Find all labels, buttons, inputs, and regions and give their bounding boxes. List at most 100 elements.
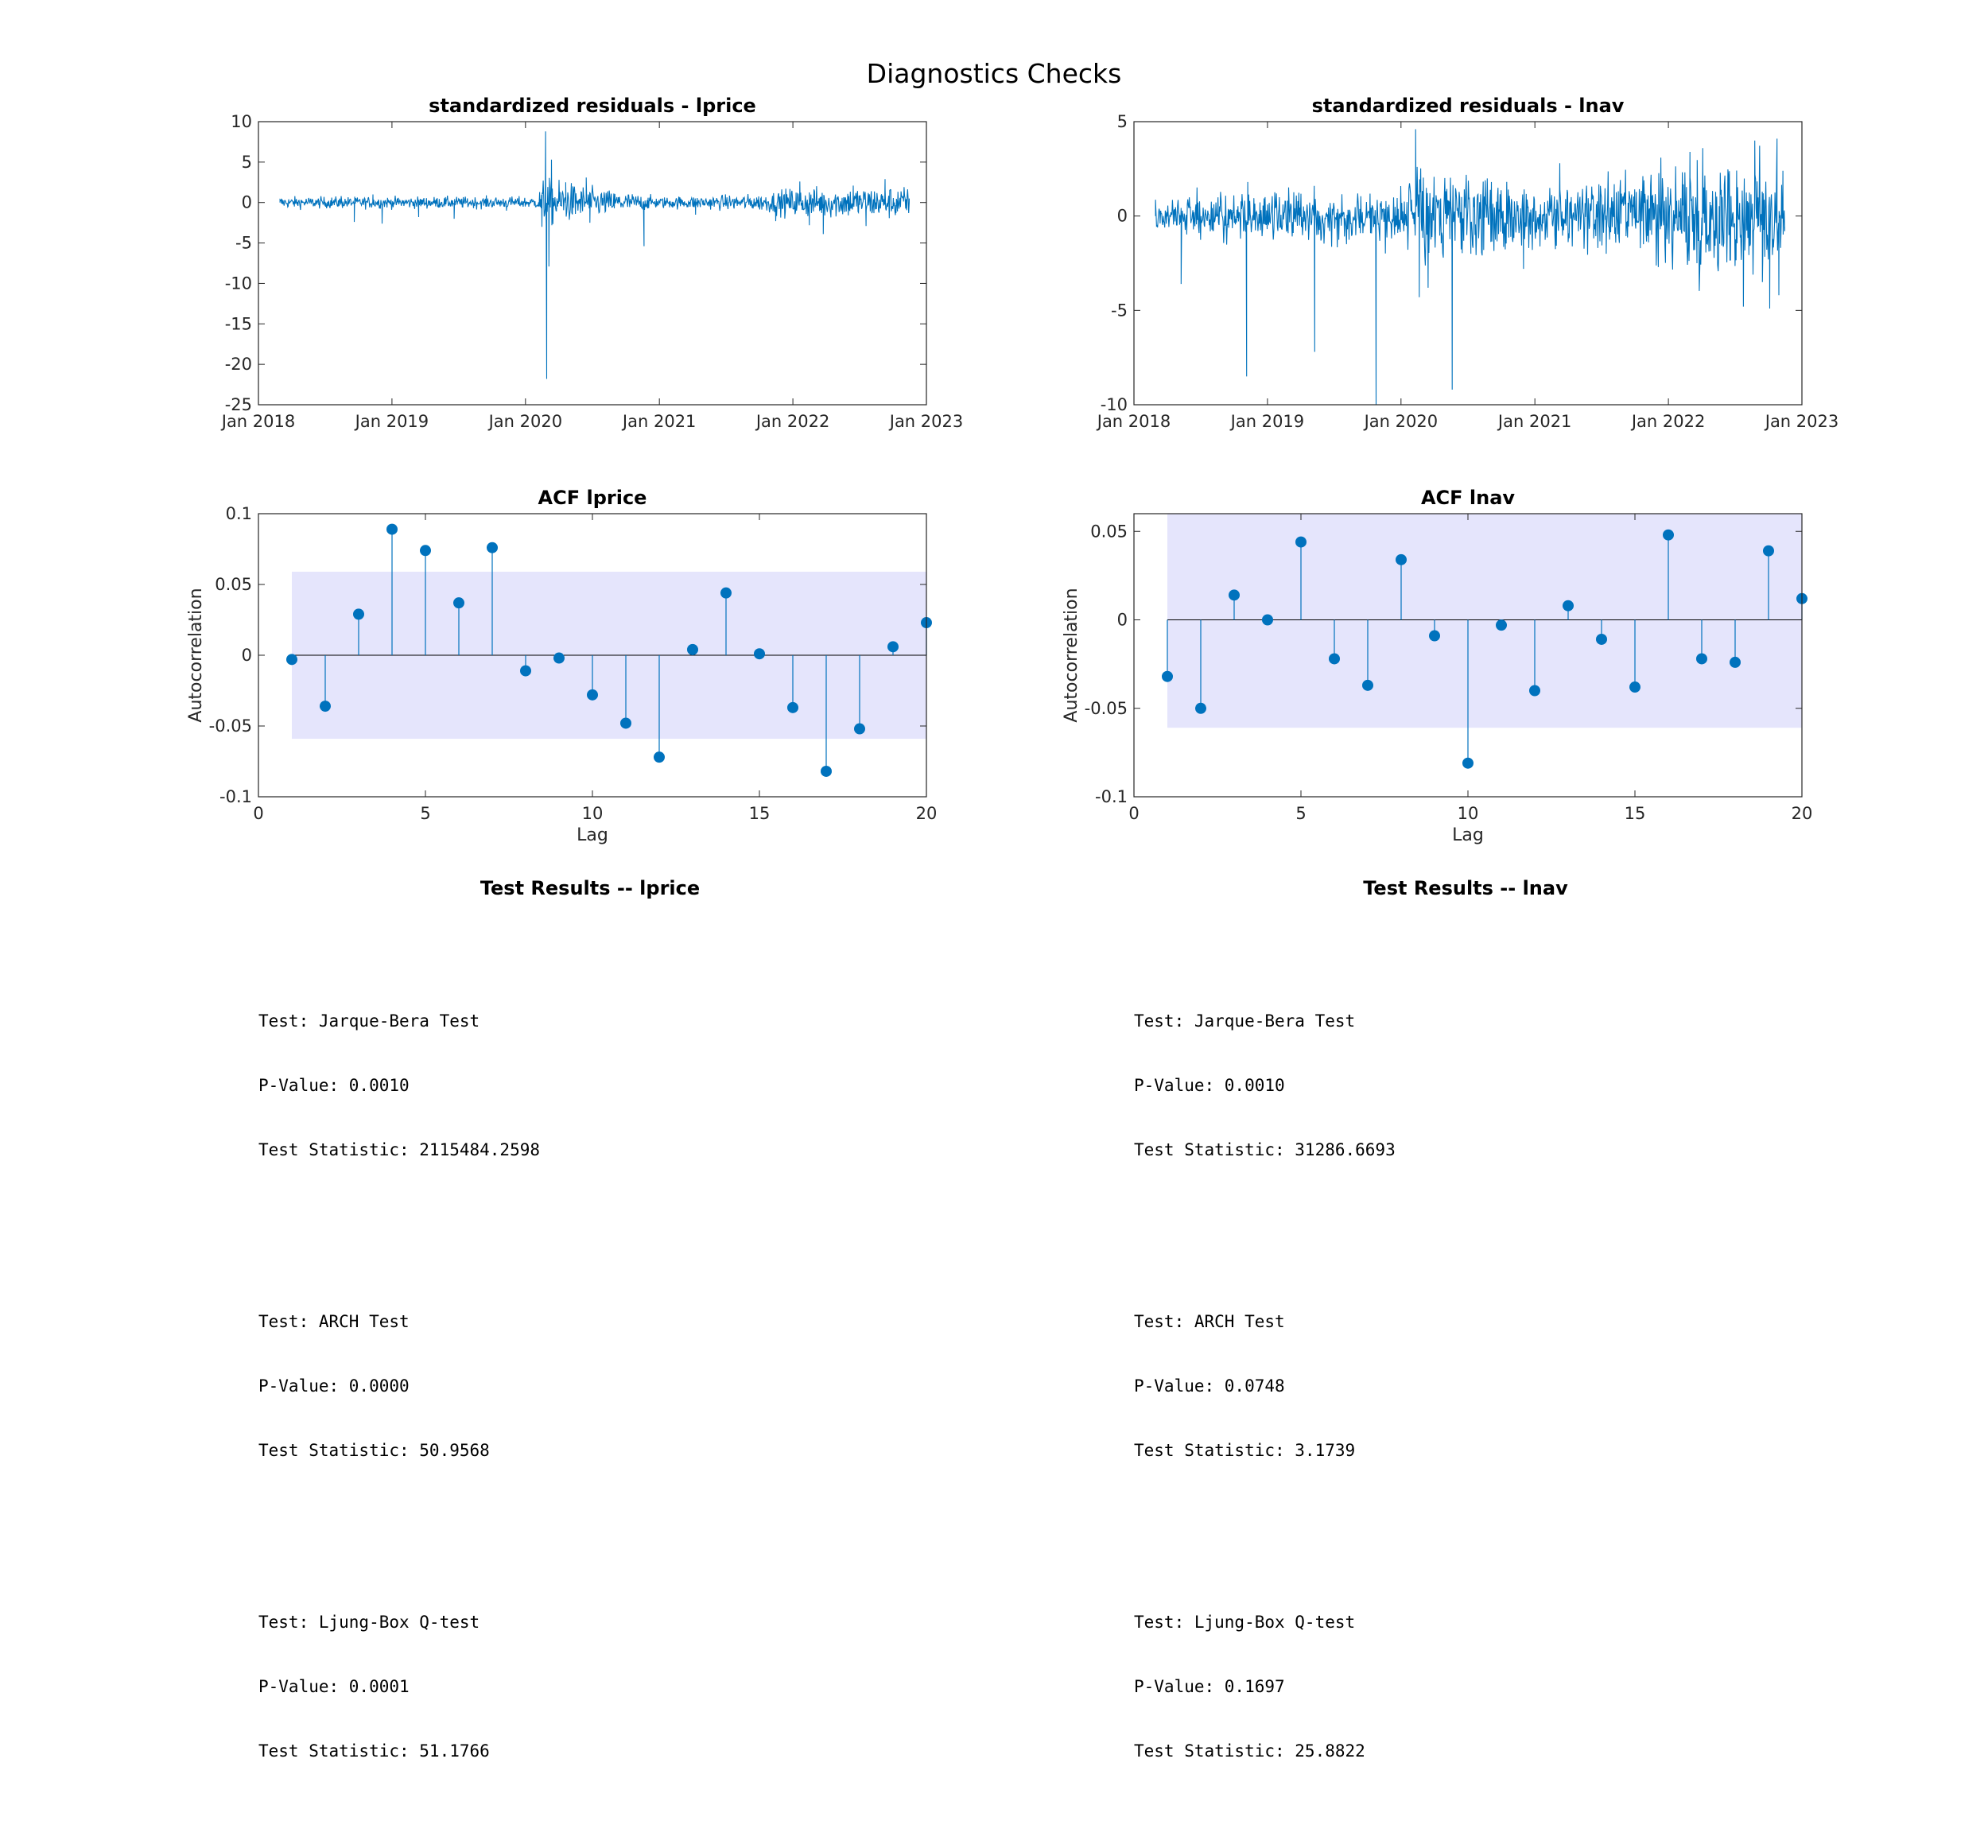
axes-box (258, 513, 927, 798)
x-tick-label: 10 (1458, 804, 1479, 823)
y-tick-label: -0.1 (1095, 787, 1128, 806)
acf-lnav-axes: ACF lnav 0 5 10 15 20 0.05 0 -0.05 -0.1 Lag Autocor… (1062, 487, 1812, 845)
acf-point (453, 597, 464, 609)
test-pvalue: P-Value: 0.0748 (1134, 1376, 1285, 1396)
x-tick-label: 5 (420, 804, 430, 823)
acf-point (1529, 685, 1540, 697)
test-pvalue: P-Value: 0.0010 (258, 1076, 410, 1095)
x-tick-label: Jan 2020 (487, 412, 563, 431)
acf-point (1696, 653, 1707, 665)
residual-series-line (279, 131, 910, 379)
test-results-lprice: Test: Jarque-Bera Test P-Value: 0.0010 T… (258, 925, 540, 1848)
test-block: Test: ARCH Test P-Value: 0.0748 Test Sta… (1134, 1268, 1396, 1504)
test-block: Test: Jarque-Bera Test P-Value: 0.0010 T… (258, 968, 540, 1204)
acf-point (1329, 653, 1340, 665)
x-tick-label: 20 (1792, 804, 1813, 823)
test-pvalue: P-Value: 0.1697 (1134, 1677, 1285, 1696)
acf-point (587, 689, 598, 701)
test-block: Test: ARCH Test P-Value: 0.0000 Test Sta… (258, 1268, 540, 1504)
test-results-lprice-title: Test Results -- lprice (480, 877, 701, 899)
test-results-lnav-title: Test Results -- lnav (1363, 877, 1568, 899)
diagnostics-figure: Diagnostics Checks standardized residual… (186, 58, 1839, 845)
y-tick-label: 5 (1117, 112, 1128, 131)
x-tick-label: Jan 2020 (1363, 412, 1439, 431)
acf-point (520, 665, 531, 677)
acf-point (1496, 619, 1507, 631)
test-pvalue: P-Value: 0.0010 (1134, 1076, 1285, 1095)
test-statistic: Test Statistic: 3.1739 (1134, 1441, 1356, 1460)
figure-title: Diagnostics Checks (867, 58, 1122, 89)
test-results-lnav: Test: Jarque-Bera Test P-Value: 0.0010 T… (1134, 925, 1396, 1848)
test-name: Test: Ljung-Box Q-test (258, 1613, 480, 1632)
acf-point (1663, 529, 1674, 541)
axes-title: standardized residuals - lnav (1312, 95, 1625, 117)
axes-box (1133, 121, 1803, 406)
x-tick-label: Jan 2022 (755, 412, 830, 431)
test-statistic: Test Statistic: 2115484.2598 (258, 1140, 541, 1159)
test-statistic: Test Statistic: 50.9568 (258, 1441, 490, 1460)
x-tick-label: Jan 2022 (1630, 412, 1706, 431)
acf-point (687, 643, 698, 655)
acf-point (1763, 545, 1774, 557)
test-pvalue: P-Value: 0.0000 (258, 1376, 410, 1396)
axes-box (258, 121, 927, 406)
x-axis-label: Lag (1452, 825, 1484, 845)
acf-point (420, 545, 431, 557)
x-tick-label: 0 (1128, 804, 1139, 823)
x-tick-label: 10 (582, 804, 604, 823)
y-tick-label: -0.05 (1085, 699, 1128, 718)
y-tick-label: 0.1 (226, 504, 252, 523)
x-tick-label: Jan 2023 (1764, 412, 1839, 431)
x-tick-label: Jan 2018 (220, 412, 296, 431)
y-axis-label: Autocorrelation (1062, 588, 1081, 722)
acf-point (1462, 757, 1474, 769)
axes-box (1133, 513, 1803, 798)
test-name: Test: Jarque-Bera Test (258, 1011, 480, 1031)
y-axis-label: Autocorrelation (186, 588, 206, 722)
x-axis-label: Lag (577, 825, 608, 845)
acf-point (887, 641, 899, 653)
acf-point (1629, 681, 1640, 693)
acf-point (386, 523, 398, 535)
y-tick-label: -15 (225, 314, 252, 333)
test-block: Test: Ljung-Box Q-test P-Value: 0.0001 T… (258, 1569, 540, 1805)
x-tick-label: Jan 2021 (621, 412, 697, 431)
y-tick-label: -5 (1111, 301, 1128, 320)
acf-point (487, 542, 498, 553)
acf-point (353, 608, 364, 620)
residuals-lprice-axes: standardized residuals - lprice Jan 2018 J… (220, 95, 964, 431)
test-statistic: Test Statistic: 31286.6693 (1134, 1140, 1396, 1159)
acf-point (1362, 679, 1373, 691)
axes-title: ACF lprice (538, 487, 647, 509)
residuals-lnav-axes: standardized residuals - lnav Jan 2018 Jan… (1096, 95, 1839, 431)
x-tick-label: 5 (1295, 804, 1306, 823)
y-tick-label: 0 (242, 646, 252, 665)
acf-point (553, 652, 565, 664)
test-name: Test: Ljung-Box Q-test (1134, 1613, 1356, 1632)
x-tick-label: Jan 2019 (1229, 412, 1305, 431)
y-tick-label: 5 (242, 153, 252, 172)
test-statistic: Test Statistic: 51.1766 (258, 1741, 490, 1761)
acf-point (720, 587, 732, 599)
acf-point (1730, 656, 1741, 668)
acf-point (787, 701, 798, 713)
acf-point (854, 723, 865, 735)
y-tick-label: -20 (225, 355, 252, 374)
x-tick-label: Jan 2023 (888, 412, 964, 431)
test-name: Test: ARCH Test (1134, 1312, 1285, 1331)
y-tick-label: 0 (242, 193, 252, 212)
acf-point (1429, 630, 1440, 642)
acf-point (1396, 553, 1407, 565)
test-name: Test: Jarque-Bera Test (1134, 1011, 1356, 1031)
test-block: Test: Ljung-Box Q-test P-Value: 0.1697 T… (1134, 1569, 1396, 1805)
y-tick-label: -10 (225, 274, 252, 293)
test-statistic: Test Statistic: 25.8822 (1134, 1741, 1365, 1761)
y-tick-label: -0.05 (209, 716, 252, 736)
x-tick-label: 20 (916, 804, 938, 823)
acf-point (1195, 702, 1206, 714)
y-tick-label: -10 (1101, 395, 1128, 414)
acf-point (821, 765, 832, 777)
acf-point (1162, 670, 1173, 682)
x-tick-label: Jan 2018 (1096, 412, 1171, 431)
y-tick-label: -5 (235, 234, 252, 253)
